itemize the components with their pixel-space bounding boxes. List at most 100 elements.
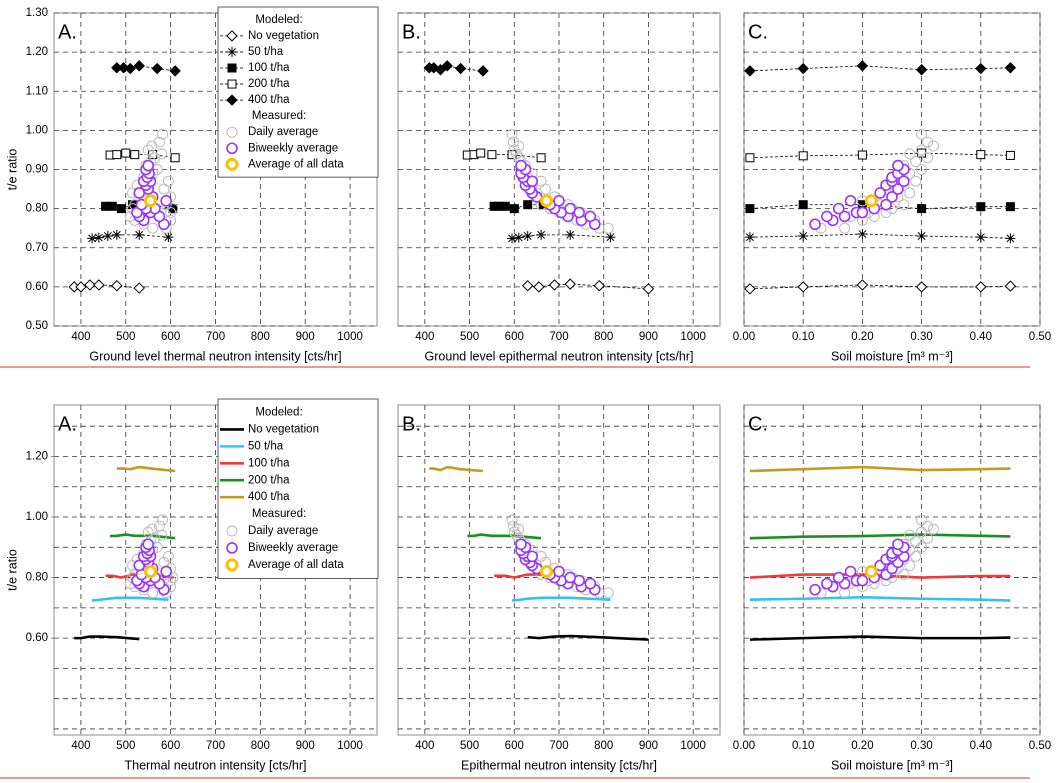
legend-label: 50 t/ha [248,440,284,452]
legend-label: Biweekly average [248,542,338,554]
marker [539,565,553,579]
x-axis-label: Soil moisture [m³ m⁻³] [831,758,953,772]
marker [1005,150,1015,160]
marker [904,187,916,199]
marker [916,526,928,538]
y-tick-label: 1.20 [26,46,48,58]
x-tick-label: 0.10 [792,740,814,752]
y-tick-label: 0.80 [26,203,48,215]
marker [916,541,928,553]
marker [922,532,934,544]
x-axis-label: Epithermal neutron intensity [cts/hr] [461,758,657,772]
x-tick-label: 700 [206,331,225,343]
marker [821,210,833,223]
marker [856,574,869,587]
panel-label: A. [58,21,77,43]
marker [844,195,857,207]
legend-label: Daily average [248,126,318,138]
marker [838,210,851,223]
marker [513,523,525,535]
marker [975,232,986,243]
legend-heading: Modeled: [255,407,302,419]
legend-label: Daily average [248,525,318,537]
marker [536,153,546,163]
x-tick-label: 800 [594,331,613,343]
marker [976,202,986,212]
marker [898,199,910,211]
marker [565,229,576,240]
x-tick-label: 0.50 [1029,740,1051,752]
marker [1004,280,1017,292]
marker [910,175,922,187]
panel: 0.00 0.10 0.20 0.30 0.40 0.50 C. Soil moisture … [733,404,1051,772]
x-tick-label: 600 [505,331,524,343]
marker [584,577,597,590]
marker [916,144,928,156]
marker [521,279,534,292]
marker [832,202,845,215]
marker [454,62,467,75]
marker [102,231,113,242]
legend-label: 50 t/ha [248,46,284,58]
panel-label: C. [748,21,768,43]
marker [857,229,868,240]
legend-heading: Measured: [252,110,306,122]
marker [112,150,122,160]
series-line [749,635,1011,641]
x-tick-label: 1000 [680,331,706,343]
series-line [749,573,1011,579]
marker [142,538,155,551]
x-tick-label: 0.20 [851,331,873,343]
panel-label: C. [748,413,768,435]
x-tick-label: 400 [415,331,434,343]
marker [523,200,533,210]
marker [163,232,174,243]
marker [798,231,809,242]
y-tick-label: 1.30 [26,7,48,19]
marker [169,65,181,77]
marker [117,62,130,74]
marker [904,529,916,541]
x-tick-label: 500 [460,331,479,343]
legend-heading: Measured: [252,508,306,520]
x-tick-label: 800 [251,331,270,343]
marker [798,151,808,161]
marker [75,281,87,293]
marker [133,60,145,72]
legend-label: Biweekly average [248,142,338,154]
marker [915,281,928,293]
marker [922,152,934,164]
series-line [429,465,484,473]
legend-box [217,398,379,579]
marker [916,231,927,242]
marker [142,159,155,172]
marker [797,281,809,293]
legend-label: No vegetation [248,423,319,435]
marker [227,46,237,57]
x-tick-label: 700 [206,740,225,752]
marker [821,577,833,590]
panel: 400 500 600 700 800 900 1000 B. Epithermal neutr… [397,404,721,772]
marker [225,157,239,171]
marker [142,526,154,538]
marker [745,153,755,163]
marker [564,202,576,215]
marker [564,571,576,584]
marker [539,194,553,208]
marker [226,94,238,106]
marker [160,565,172,578]
marker [111,229,122,240]
marker [880,198,892,211]
marker [149,152,161,164]
y-axis-label: t/e ratio [5,549,19,591]
series-line [494,573,544,579]
marker [116,204,126,214]
marker [864,194,878,208]
marker [916,128,928,140]
marker [910,550,922,562]
marker [146,523,158,535]
x-tick-label: 900 [296,331,315,343]
x-tick-label: 900 [296,740,315,752]
x-tick-label: 1000 [680,740,706,752]
